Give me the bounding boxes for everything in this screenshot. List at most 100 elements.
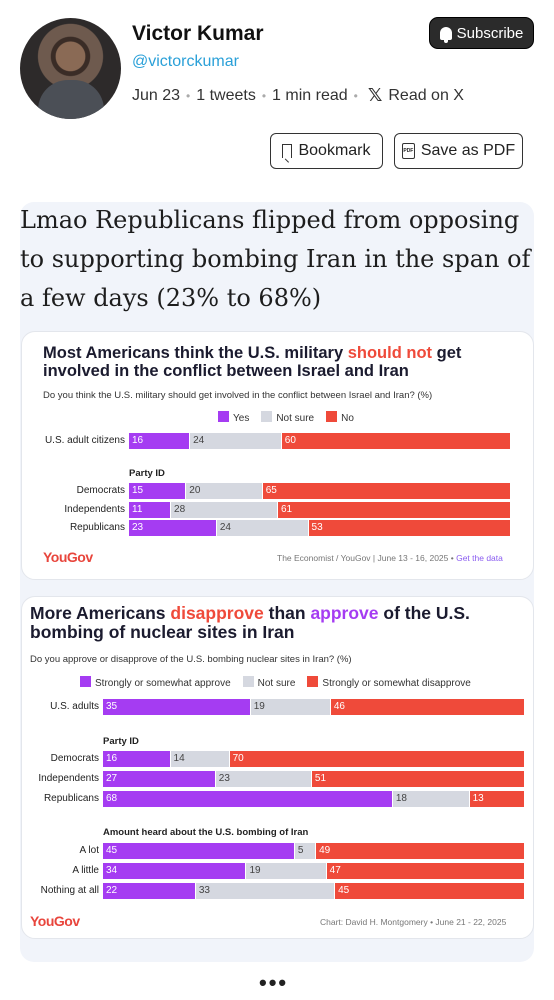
chart2-subtitle: Do you approve or disapprove of the U.S.… [30, 654, 352, 665]
legend-swatch [242, 676, 254, 687]
category-label: A little [72, 865, 99, 876]
bell-icon [439, 26, 452, 43]
chart2-section-party-id: Party ID [103, 736, 139, 747]
bar-segment: 15 [129, 483, 186, 499]
chart2-title-disapprove: disapprove [170, 603, 264, 623]
bar-segment: 14 [170, 751, 229, 767]
subscribe-button[interactable]: Subscribe [429, 17, 534, 49]
legend-swatch [261, 411, 273, 422]
more-options-icon[interactable]: ••• [259, 970, 289, 995]
bar-segment: 20 [186, 483, 262, 499]
author-handle[interactable]: @victorckumar [132, 53, 239, 70]
chart1-title-part: get involved in the conflict between Isr… [43, 344, 462, 380]
legend-item-yes: Yes [218, 411, 249, 424]
bar-segment: 16 [129, 433, 190, 449]
bar-segment: 47 [326, 863, 524, 879]
bar-segment: 19 [246, 863, 326, 879]
chart2-title: More Americans disapprove than approve o… [30, 604, 530, 642]
tweet-count: 1 tweets [196, 86, 256, 104]
bar-segment: 24 [216, 520, 308, 536]
legend-swatch [80, 676, 91, 687]
read-time: 1 min read [272, 86, 348, 104]
legend-item-disapprove: Strongly or somewhat disapprove [307, 676, 471, 689]
legend-item-not-sure: Not sure [242, 676, 295, 689]
avatar-figure [38, 80, 104, 119]
chart2-title-part: More Americans [30, 603, 171, 623]
bar-segment: 53 [308, 520, 510, 536]
legend-swatch [218, 411, 229, 422]
category-label: Democrats [76, 485, 125, 496]
category-label: Democrats [50, 753, 99, 764]
chart1-legend: Yes Not sure No [218, 411, 354, 424]
legend-label: Yes [233, 413, 250, 424]
bar-segment: 35 [103, 699, 250, 715]
bar-segment: 49 [316, 843, 524, 859]
bar-segment: 33 [195, 883, 335, 899]
bar-segment: 68 [103, 791, 392, 807]
pdf-icon: PDF [401, 143, 415, 159]
bar-segment: 23 [215, 771, 311, 787]
separator-dot: • [353, 88, 358, 103]
chart2-title-approve: approve [310, 603, 379, 623]
category-label: Republicans [69, 522, 125, 533]
bar-segment: 60 [281, 433, 510, 449]
category-label: Independents [38, 773, 99, 784]
get-the-data-link[interactable]: Get the data [456, 553, 503, 563]
chart1-title: Most Americans think the U.S. military s… [43, 344, 513, 380]
bar-segment: 28 [171, 502, 277, 518]
chart2-title-part: of the U.S. bombing of nuclear sites in … [30, 603, 470, 642]
chart-card-israel-iran[interactable]: Most Americans think the U.S. military s… [21, 331, 534, 580]
x-logo-icon[interactable]: 𝕏 [367, 85, 383, 105]
category-label: U.S. adult citizens [44, 435, 125, 446]
bar-segment: 5 [294, 843, 316, 859]
post-date: Jun 23 [132, 86, 181, 104]
author-name[interactable]: Victor Kumar [132, 22, 264, 45]
bar-segment: 34 [103, 863, 246, 879]
bar-segment: 24 [190, 433, 281, 449]
read-on-x-link[interactable]: Read on X [388, 86, 464, 104]
chart2-section-amount-heard: Amount heard about the U.S. bombing of I… [103, 827, 309, 838]
category-label: Republicans [43, 793, 99, 804]
chart1-source: The Economist / YouGov | June 13 - 16, 2… [277, 553, 503, 563]
chart2-title-part: than [263, 603, 311, 623]
separator-dot: • [186, 88, 191, 103]
category-label: U.S. adults [50, 701, 99, 712]
bar-segment: 19 [250, 699, 330, 715]
legend-label: Strongly or somewhat disapprove [322, 678, 471, 689]
chart1-source-text: The Economist / YouGov | June 13 - 16, 2… [277, 553, 457, 563]
chart1-subtitle: Do you think the U.S. military should ge… [43, 390, 433, 401]
save-pdf-button[interactable]: PDF Save as PDF [394, 133, 523, 169]
legend-item-not-sure: Not sure [261, 411, 314, 424]
category-label: Nothing at all [40, 885, 99, 896]
bar-segment: 51 [311, 771, 524, 787]
bar-segment: 45 [335, 883, 524, 899]
save-pdf-label: Save as PDF [420, 142, 516, 159]
legend-label: No [341, 413, 354, 424]
category-label: A lot [79, 845, 99, 856]
bookmark-label: Bookmark [298, 142, 371, 159]
legend-item-approve: Strongly or somewhat approve [80, 676, 231, 689]
bookmark-button[interactable]: Bookmark [270, 133, 383, 169]
avatar[interactable] [20, 18, 121, 119]
bar-segment: 45 [103, 843, 294, 859]
category-label: Independents [64, 504, 125, 515]
chart-card-bombing[interactable]: More Americans disapprove than approve o… [21, 596, 534, 939]
bar-segment: 70 [229, 751, 524, 767]
chart2-source: Chart: David H. Montgomery • June 21 - 2… [320, 917, 507, 927]
bar-segment: 27 [103, 771, 215, 787]
yougov-logo: YouGov [30, 913, 80, 929]
chart2-legend: Strongly or somewhat approve Not sure St… [80, 676, 471, 689]
post-text: Lmao Republicans flipped from opposing t… [20, 206, 531, 312]
bar-segment: 16 [103, 751, 170, 767]
chart1-title-part: Most Americans think the U.S. military [43, 344, 348, 362]
legend-swatch [307, 676, 319, 687]
bookmark-icon [282, 144, 293, 158]
bar-segment: 65 [262, 483, 510, 499]
chart1-section-party-id: Party ID [129, 468, 165, 479]
subscribe-label: Subscribe [456, 24, 524, 42]
legend-label: Strongly or somewhat approve [95, 678, 231, 689]
legend-label: Not sure [276, 413, 315, 424]
bar-segment: 61 [277, 502, 510, 518]
bar-segment: 22 [103, 883, 195, 899]
bar-segment: 46 [330, 699, 524, 715]
